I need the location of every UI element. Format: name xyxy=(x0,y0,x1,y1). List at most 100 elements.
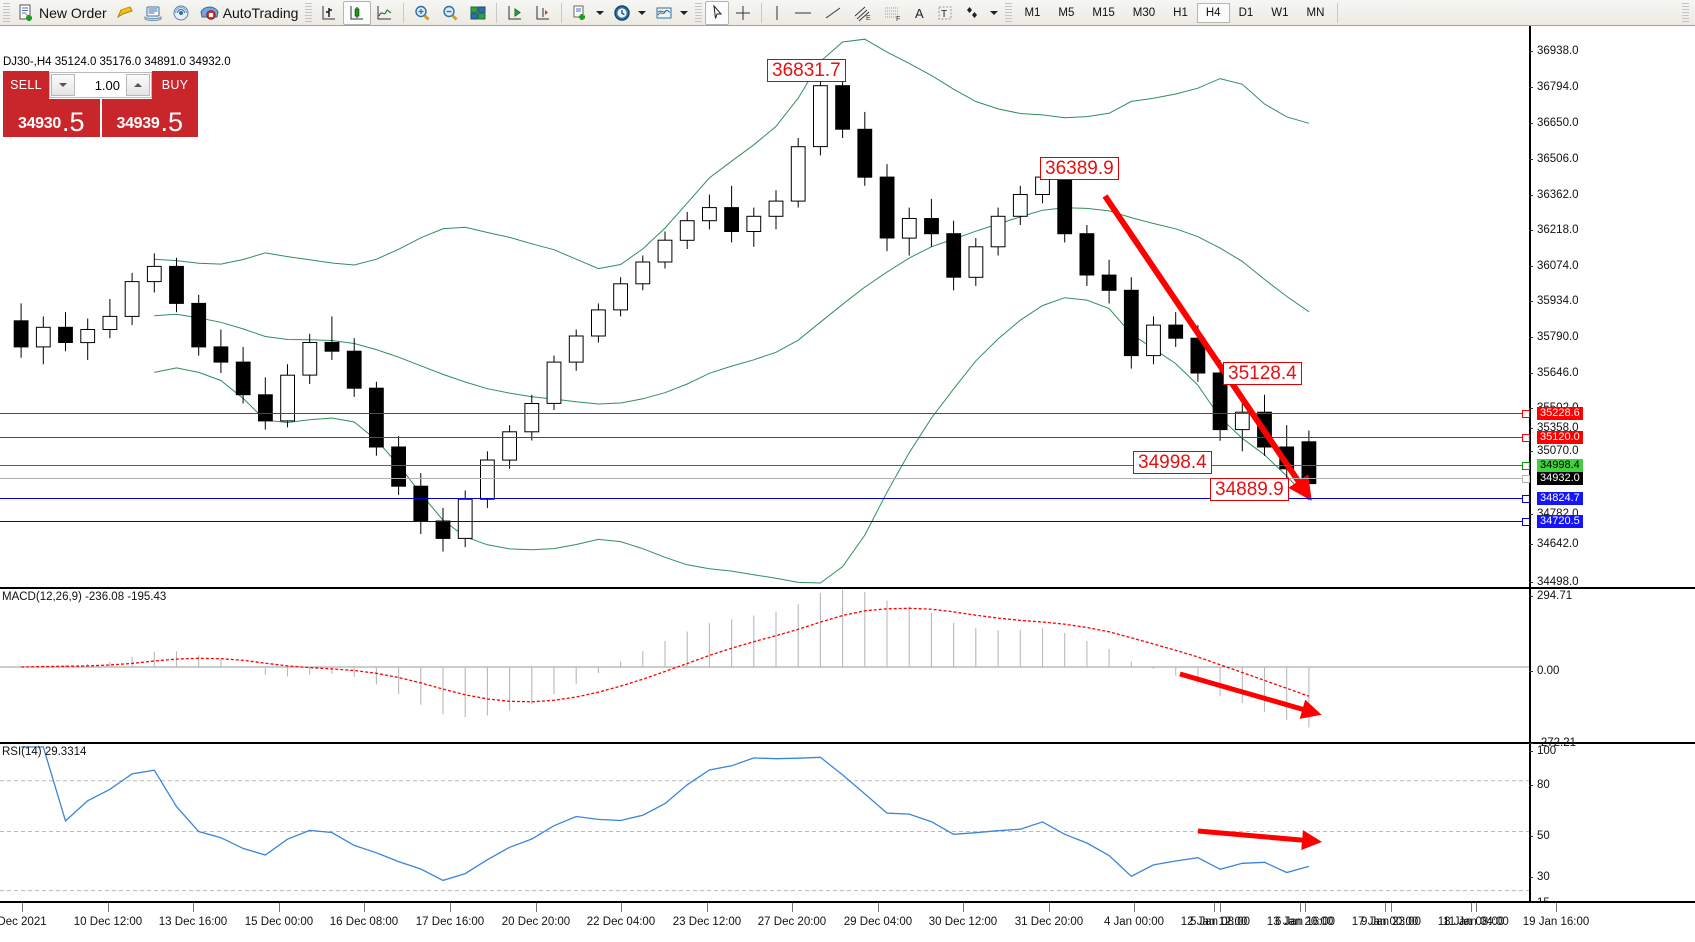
autotrading-label: AutoTrading xyxy=(222,4,299,21)
chart-annotation-label[interactable]: 36389.9 xyxy=(1040,157,1119,180)
tile-windows-button[interactable] xyxy=(464,1,492,25)
price-quotes-row[interactable]: 34930 .5 34939 .5 xyxy=(3,99,198,137)
price-level-handle[interactable] xyxy=(1522,518,1530,526)
chart-surface[interactable]: 36831.7 36389.9 35128.4 34998.4 34889.9 3693… xyxy=(0,26,1695,940)
line-chart-button[interactable] xyxy=(371,1,399,25)
time-axis-tick: 13 Dec 16:00 xyxy=(158,916,228,928)
chart-shift-button[interactable] xyxy=(501,1,529,25)
one-click-trading-panel[interactable]: DJ30-,H4 35124.0 35176.0 34891.0 34932.0… xyxy=(3,56,231,137)
crosshair-button[interactable] xyxy=(729,1,757,25)
terminal-button[interactable] xyxy=(139,1,167,25)
horizontal-line-button[interactable] xyxy=(788,1,818,25)
timeframe-h4[interactable]: H4 xyxy=(1196,2,1230,23)
period-button[interactable] xyxy=(608,1,636,25)
price-level-line[interactable] xyxy=(0,437,1529,438)
candle-body xyxy=(369,387,384,448)
price-level-handle[interactable] xyxy=(1522,410,1530,418)
candle-body xyxy=(1012,194,1028,217)
main-toolbar: New Order xyxy=(0,0,1695,26)
text-label-button[interactable]: T xyxy=(932,1,958,25)
timeframe-m30[interactable]: M30 xyxy=(1132,6,1156,19)
price-level-line[interactable] xyxy=(0,465,1529,466)
candlestick-chart-icon xyxy=(347,4,367,22)
shapes-button[interactable] xyxy=(958,1,988,25)
timeframe-m5[interactable]: M5 xyxy=(1058,6,1075,19)
chart-annotation-label[interactable]: 34889.9 xyxy=(1210,478,1289,501)
main-downtrend-arrow[interactable] xyxy=(1102,194,1312,501)
chart-annotation-label[interactable]: 36831.7 xyxy=(767,59,846,82)
price-level-handle[interactable] xyxy=(1522,434,1530,442)
candle-body xyxy=(1146,324,1161,357)
volume-increase-button[interactable] xyxy=(126,74,150,96)
autotrading-button[interactable]: AutoTrading xyxy=(195,1,303,25)
bar-chart-button[interactable] xyxy=(315,1,343,25)
indicators-button[interactable] xyxy=(566,1,594,25)
time-axis[interactable]: Dec 2021 10 Dec 12:00 13 Dec 16:00 15 Dec 0… xyxy=(0,901,1695,942)
price-level-badge[interactable]: 35120.0 xyxy=(1537,431,1583,444)
toolbar-grip-4[interactable] xyxy=(1005,3,1013,22)
order-panel-body[interactable]: SELL 1.00 BUY 34930 .5 34939 .5 xyxy=(3,71,198,137)
volume-value[interactable]: 1.00 xyxy=(76,73,125,97)
sell-button[interactable]: SELL xyxy=(3,71,49,99)
price-level-line[interactable] xyxy=(0,413,1529,414)
templates-dropdown-caret[interactable] xyxy=(680,10,689,15)
price-level-handle[interactable] xyxy=(1522,462,1530,470)
period-dropdown-caret[interactable] xyxy=(638,10,647,15)
price-axis[interactable]: 36938.0 36794.0 36650.0 36506.0 36362.0 36218… xyxy=(1529,26,1695,926)
candle-body xyxy=(1057,176,1073,235)
timeframe-d1[interactable]: D1 xyxy=(1238,6,1254,19)
trendline-button[interactable] xyxy=(818,1,848,25)
macd-downtrend-arrow[interactable] xyxy=(1179,671,1322,719)
auto-scroll-button[interactable] xyxy=(529,1,557,25)
price-level-handle[interactable] xyxy=(1522,475,1530,483)
toolbar-overflow-grip[interactable] xyxy=(1682,3,1689,22)
volume-decrease-button[interactable] xyxy=(51,74,75,96)
timeframe-m1[interactable]: M1 xyxy=(1024,6,1041,19)
price-level-line[interactable] xyxy=(0,521,1529,522)
price-level-line[interactable] xyxy=(0,498,1529,499)
chart-drawing-layer[interactable] xyxy=(0,26,1529,901)
toolbar-grip-3[interactable] xyxy=(695,3,703,22)
chart-annotation-label[interactable]: 34998.4 xyxy=(1133,451,1212,474)
volume-stepper[interactable]: 1.00 xyxy=(49,72,152,98)
candle-body xyxy=(924,218,939,235)
cursor-button[interactable] xyxy=(705,0,730,25)
timeframe-mn[interactable]: MN xyxy=(1306,6,1325,19)
price-level-badge[interactable]: 34932.0 xyxy=(1537,472,1583,485)
signal-button[interactable] xyxy=(167,1,195,25)
zoom-in-button[interactable] xyxy=(408,1,436,25)
timeframe-m15[interactable]: M15 xyxy=(1092,6,1115,19)
price-level-badge[interactable]: 35228.6 xyxy=(1537,407,1583,420)
candlestick-chart-button[interactable] xyxy=(343,0,372,25)
new-order-button[interactable]: New Order xyxy=(13,1,111,25)
equidistant-channel-button[interactable]: E xyxy=(848,1,878,25)
rsi-downtrend-arrow[interactable] xyxy=(1197,828,1322,851)
vertical-line-button[interactable] xyxy=(766,1,788,25)
price-level-badge[interactable]: 34998.4 xyxy=(1537,459,1583,472)
chart-annotation-label[interactable]: 35128.4 xyxy=(1223,362,1302,385)
order-controls-row[interactable]: SELL 1.00 BUY xyxy=(3,71,198,99)
candle-body xyxy=(302,342,318,376)
timeframe-h1[interactable]: H1 xyxy=(1173,6,1188,19)
buy-price-cell[interactable]: 34939 .5 xyxy=(101,99,198,137)
sell-price-cell[interactable]: 34930 .5 xyxy=(3,99,100,137)
rsi-pane[interactable] xyxy=(0,742,1695,903)
shapes-dropdown-caret[interactable] xyxy=(990,10,999,15)
fibonacci-button[interactable]: F xyxy=(878,1,908,25)
time-axis-gridmark xyxy=(878,903,879,912)
templates-button[interactable] xyxy=(650,1,678,25)
macd-pane[interactable] xyxy=(0,587,1695,744)
toolbar-grip[interactable] xyxy=(3,3,10,22)
zoom-out-button[interactable] xyxy=(436,1,464,25)
bollinger-band-lower xyxy=(154,297,1310,584)
buy-button[interactable]: BUY xyxy=(152,71,198,99)
toolbar-grip-2[interactable] xyxy=(305,3,313,22)
timeframe-w1[interactable]: W1 xyxy=(1271,6,1289,19)
price-level-line[interactable] xyxy=(0,478,1529,479)
price-level-badge[interactable]: 34720.5 xyxy=(1537,515,1583,528)
price-level-handle[interactable] xyxy=(1522,495,1530,503)
text-button[interactable]: A xyxy=(908,1,932,25)
pencil-button[interactable] xyxy=(111,1,139,25)
indicators-dropdown-caret[interactable] xyxy=(596,10,605,15)
price-level-badge[interactable]: 34824.7 xyxy=(1537,492,1583,505)
